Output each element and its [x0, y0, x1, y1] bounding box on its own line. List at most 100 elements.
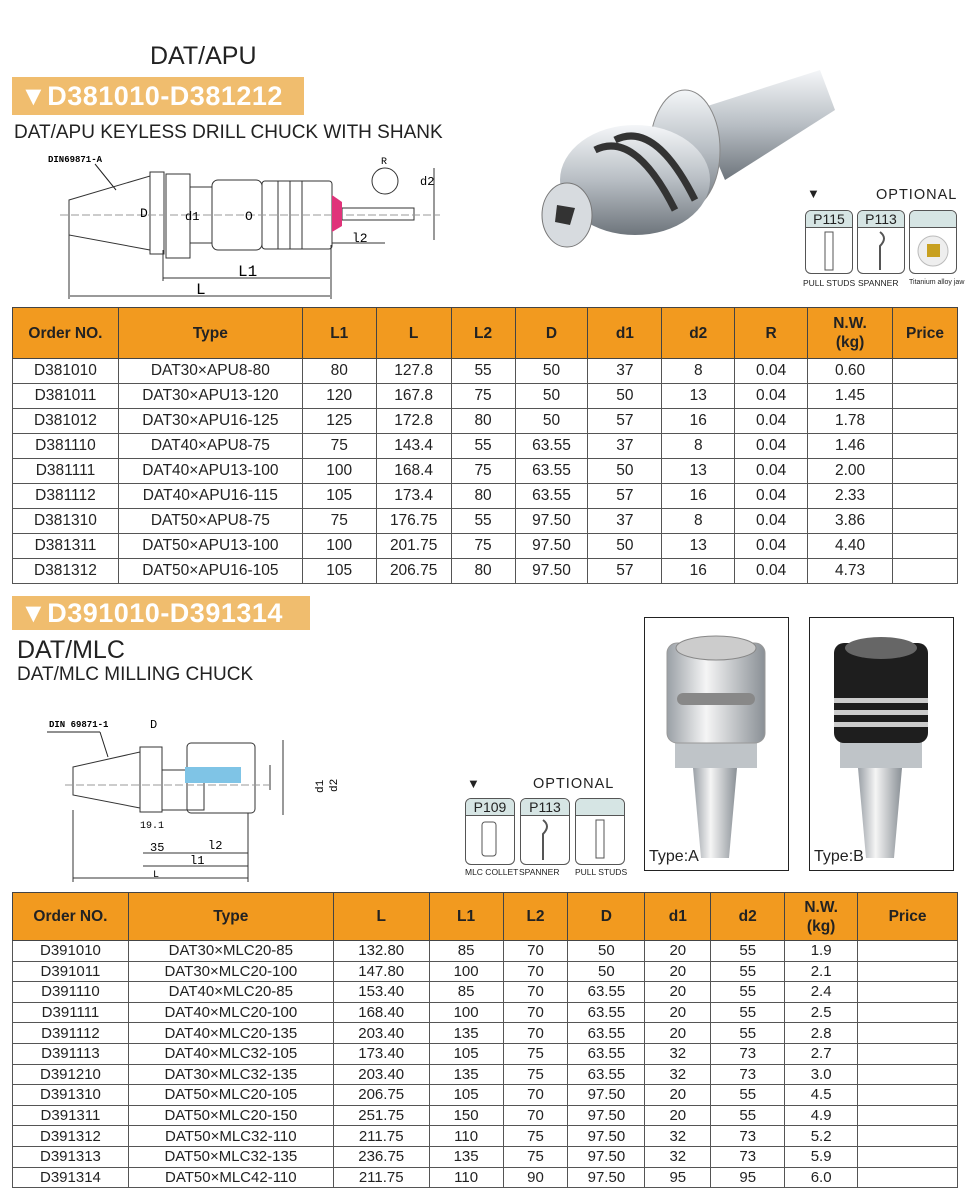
- table-cell: 97.50: [567, 1145, 646, 1168]
- table-cell: 2.7: [784, 1042, 859, 1065]
- table-cell: 97.50: [514, 508, 589, 534]
- table-cell: 176.75: [375, 508, 452, 534]
- table-cell: 63.55: [567, 981, 646, 1003]
- table-cell: 80: [301, 358, 377, 384]
- table-cell: 37: [587, 358, 663, 384]
- table-cell: 251.75: [332, 1104, 430, 1127]
- table-cell: DAT40×APU8-75: [117, 433, 303, 459]
- table-cell: 153.40: [332, 981, 430, 1003]
- label-O: O: [245, 209, 253, 224]
- table-cell: 0.04: [734, 358, 809, 384]
- table-cell: 0.04: [734, 433, 809, 459]
- table-cell: 55: [710, 960, 786, 983]
- table-cell: D391310: [12, 1084, 129, 1106]
- table-cell: 97.50: [567, 1104, 646, 1127]
- table-cell: 2.33: [807, 483, 893, 509]
- table-cell: 97.50: [514, 558, 589, 584]
- pull-stud-icon: [824, 231, 834, 271]
- table-cell: [857, 1001, 958, 1024]
- table-cell: 120: [301, 383, 377, 409]
- option-caption: SPANNER: [519, 867, 560, 877]
- collet-icon: [481, 821, 497, 857]
- option-p109[interactable]: P109: [465, 798, 515, 865]
- table-cell: [857, 981, 958, 1003]
- table-cell: [857, 1125, 958, 1147]
- table-cell: 55: [450, 508, 516, 534]
- table-cell: 73: [710, 1125, 786, 1147]
- table-cell: 63.55: [567, 1001, 646, 1024]
- table-cell: 110: [428, 1166, 504, 1189]
- table-cell: D391110: [12, 981, 129, 1003]
- table-cell: 20: [644, 1022, 712, 1044]
- table-cell: 63.55: [514, 433, 589, 459]
- table-cell: 70: [502, 1022, 569, 1044]
- table-cell: 13: [661, 533, 736, 559]
- table-cell: 75: [301, 508, 377, 534]
- table-cell: 70: [502, 1104, 569, 1127]
- option-pull-studs[interactable]: [575, 798, 625, 865]
- table-cell: 0.04: [734, 483, 809, 509]
- table-cell: 90: [502, 1166, 569, 1189]
- table-cell: 50: [587, 458, 663, 484]
- table-cell: 97.50: [514, 533, 589, 559]
- table-cell: [891, 358, 959, 384]
- table-cell: 206.75: [375, 558, 452, 584]
- table-cell: D381311: [12, 533, 119, 559]
- milling-chuck-drawing: DIN 69871-1 D d1 d2 19.1 35 l2 l1 L: [47, 718, 341, 882]
- table-row: D381110 DAT40×APU8-75 75 143.4 55 63.55 37 8 0.0…: [12, 433, 959, 459]
- label-L: L: [153, 870, 159, 881]
- option-code: [576, 799, 624, 816]
- table-cell: 172.8: [375, 408, 452, 434]
- label-l2: l2: [352, 231, 368, 246]
- optional-marker: ▼: [467, 776, 480, 791]
- table-cell: [891, 408, 959, 434]
- table-cell: DAT30×APU16-125: [117, 408, 303, 434]
- table-cell: 2.4: [784, 981, 859, 1003]
- table-cell: 105: [428, 1042, 504, 1065]
- table-row: D391010 DAT30×MLC20-85 132.80 85 70 50 20 55 1.9: [12, 940, 958, 962]
- option-p113[interactable]: P113: [520, 798, 570, 865]
- table-cell: 55: [710, 1022, 786, 1044]
- table-cell: [891, 558, 959, 584]
- option-code: P109: [466, 799, 514, 816]
- table-cell: D391113: [12, 1042, 129, 1065]
- column-header: Order NO.: [12, 892, 129, 941]
- table-cell: 75: [502, 1125, 569, 1147]
- optional-title: OPTIONAL: [533, 776, 615, 792]
- option-p115[interactable]: P115: [805, 210, 853, 274]
- table-cell: DAT40×MLC32-105: [127, 1042, 334, 1065]
- table-row: D381112 DAT40×APU16-115 105 173.4 80 63.55 57 1…: [12, 483, 959, 509]
- table-row: D391110 DAT40×MLC20-85 153.40 85 70 63.55 20 55…: [12, 981, 958, 1003]
- table-cell: 73: [710, 1063, 786, 1086]
- table-cell: D391210: [12, 1063, 129, 1086]
- table-cell: 206.75: [332, 1084, 430, 1106]
- table-row: D381012 DAT30×APU16-125 125 172.8 80 50 57 16 0.…: [12, 408, 959, 434]
- table-cell: D381112: [12, 483, 119, 509]
- table-cell: 70: [502, 960, 569, 983]
- table-cell: 75: [301, 433, 377, 459]
- table-cell: 0.04: [734, 458, 809, 484]
- milling-chuck-silver-image: [666, 635, 766, 858]
- table-cell: 168.40: [332, 1001, 430, 1024]
- table-cell: 201.75: [375, 533, 452, 559]
- table-cell: 0.04: [734, 533, 809, 559]
- section1-title: DAT/APU: [150, 42, 257, 70]
- option-titanium-jaw[interactable]: [909, 210, 957, 274]
- table-cell: 2.8: [784, 1022, 859, 1044]
- label-D: D: [150, 718, 157, 732]
- drill-chuck-photo: [541, 70, 835, 248]
- option-p113[interactable]: P113: [857, 210, 905, 274]
- table-cell: 75: [450, 533, 516, 559]
- column-header: L: [332, 892, 430, 941]
- column-header: d2: [710, 892, 786, 941]
- table-cell: 75: [450, 383, 516, 409]
- table-cell: DAT50×MLC20-150: [127, 1104, 334, 1127]
- table-cell: DAT30×APU13-120: [117, 383, 303, 409]
- table-cell: 16: [661, 483, 736, 509]
- table-cell: 55: [450, 433, 516, 459]
- table-cell: 0.04: [734, 383, 809, 409]
- label-d1: d1: [315, 779, 327, 793]
- column-header: d1: [644, 892, 712, 941]
- table-cell: 55: [710, 1084, 786, 1106]
